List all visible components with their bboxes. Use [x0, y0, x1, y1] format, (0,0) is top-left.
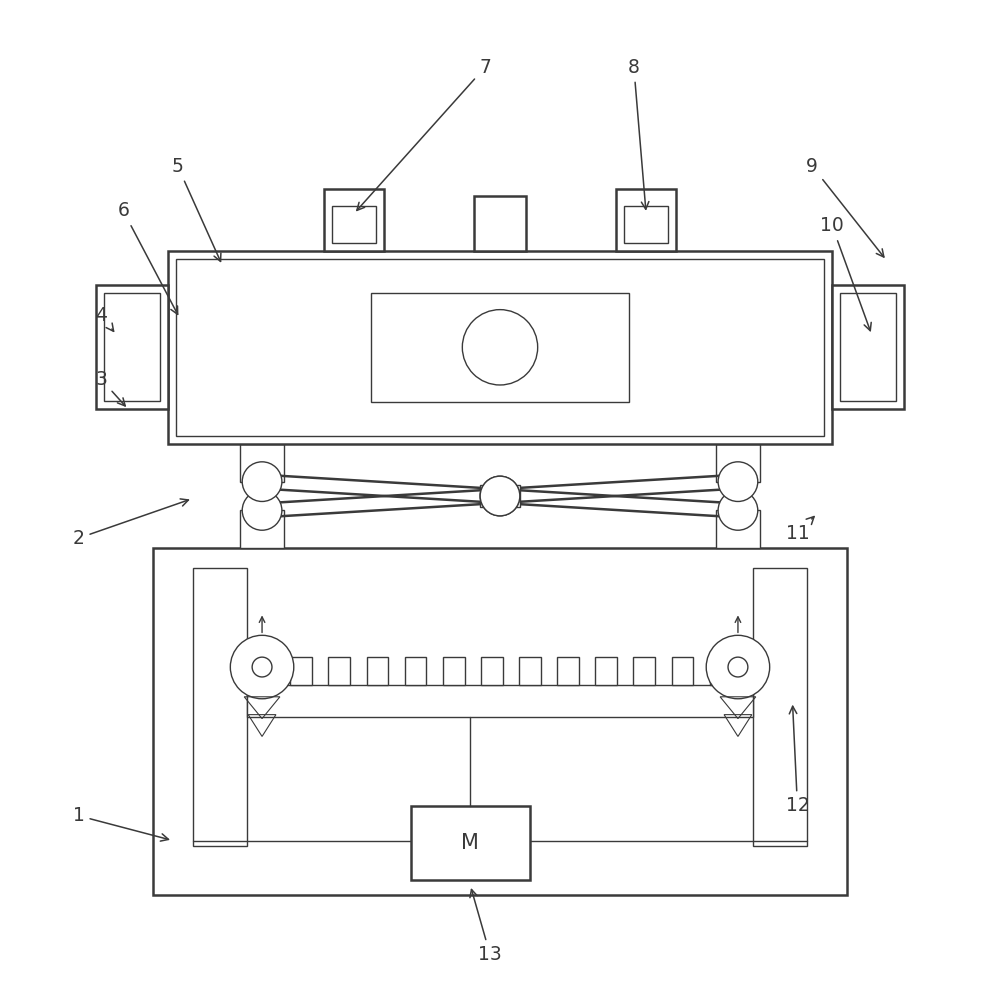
Text: 3: 3: [96, 370, 125, 406]
Bar: [411, 806, 530, 880]
Text: 2: 2: [73, 498, 188, 547]
Text: 9: 9: [806, 157, 884, 257]
Bar: [176, 258, 824, 436]
Bar: [247, 685, 753, 717]
Bar: [405, 657, 426, 685]
Bar: [332, 206, 376, 242]
Bar: [240, 510, 284, 548]
Bar: [616, 189, 676, 250]
Bar: [474, 196, 526, 250]
Text: 1: 1: [73, 807, 168, 841]
Bar: [672, 657, 693, 685]
Circle shape: [706, 635, 770, 699]
Text: 11: 11: [786, 516, 814, 542]
Circle shape: [480, 477, 520, 515]
Bar: [633, 657, 655, 685]
Text: 12: 12: [786, 706, 809, 816]
Bar: [168, 250, 832, 444]
Bar: [481, 657, 503, 685]
Circle shape: [462, 310, 538, 385]
Circle shape: [718, 491, 758, 530]
Circle shape: [230, 635, 294, 699]
Bar: [624, 206, 668, 242]
Bar: [290, 657, 312, 685]
Bar: [832, 285, 904, 410]
Bar: [840, 293, 896, 402]
Bar: [104, 293, 160, 402]
Bar: [443, 657, 465, 685]
Text: 4: 4: [95, 306, 114, 331]
Text: 10: 10: [820, 216, 871, 331]
Circle shape: [728, 657, 748, 677]
Text: 8: 8: [628, 58, 649, 209]
Circle shape: [718, 462, 758, 501]
Bar: [193, 568, 247, 845]
Bar: [595, 657, 617, 685]
Bar: [480, 486, 520, 506]
Bar: [519, 657, 541, 685]
Bar: [240, 444, 284, 482]
Text: 6: 6: [117, 201, 178, 314]
Bar: [328, 657, 350, 685]
Bar: [753, 568, 807, 845]
Bar: [153, 548, 847, 895]
Circle shape: [252, 657, 272, 677]
Text: 7: 7: [357, 58, 491, 210]
Text: M: M: [461, 833, 479, 853]
Bar: [710, 657, 732, 685]
Text: 5: 5: [172, 157, 221, 261]
Text: 13: 13: [470, 889, 502, 964]
Bar: [96, 285, 168, 410]
Bar: [252, 657, 274, 685]
Bar: [371, 293, 629, 402]
Circle shape: [242, 462, 282, 501]
Circle shape: [242, 491, 282, 530]
Bar: [367, 657, 388, 685]
Circle shape: [480, 477, 520, 515]
Bar: [716, 444, 760, 482]
Bar: [324, 189, 384, 250]
Bar: [716, 510, 760, 548]
Bar: [557, 657, 579, 685]
